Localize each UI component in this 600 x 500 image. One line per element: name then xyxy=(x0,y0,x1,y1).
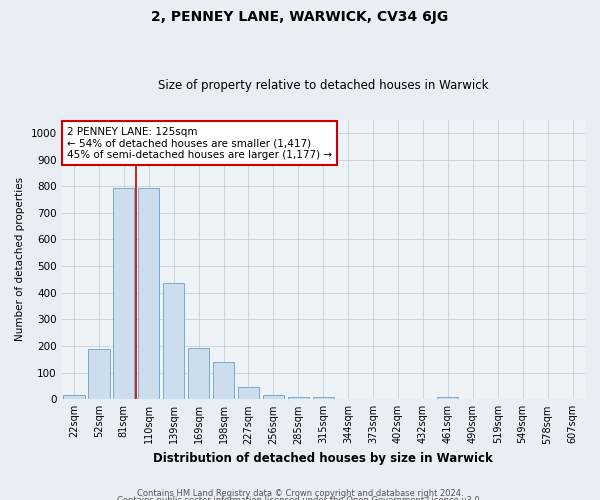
Bar xyxy=(238,386,259,400)
Y-axis label: Number of detached properties: Number of detached properties xyxy=(15,178,25,342)
Text: Contains public sector information licensed under the Open Government Licence v3: Contains public sector information licen… xyxy=(118,496,482,500)
Bar xyxy=(263,396,284,400)
Bar xyxy=(213,362,234,400)
Bar xyxy=(188,348,209,400)
Bar xyxy=(313,396,334,400)
Bar xyxy=(88,348,110,400)
Text: 2 PENNEY LANE: 125sqm
← 54% of detached houses are smaller (1,417)
45% of semi-d: 2 PENNEY LANE: 125sqm ← 54% of detached … xyxy=(67,126,332,160)
Text: Contains HM Land Registry data © Crown copyright and database right 2024.: Contains HM Land Registry data © Crown c… xyxy=(137,488,463,498)
Bar xyxy=(163,283,184,400)
Bar xyxy=(113,188,134,400)
Bar xyxy=(437,397,458,400)
X-axis label: Distribution of detached houses by size in Warwick: Distribution of detached houses by size … xyxy=(154,452,493,465)
Bar xyxy=(64,394,85,400)
Bar xyxy=(288,396,309,400)
Bar xyxy=(138,188,160,400)
Title: Size of property relative to detached houses in Warwick: Size of property relative to detached ho… xyxy=(158,79,488,92)
Text: 2, PENNEY LANE, WARWICK, CV34 6JG: 2, PENNEY LANE, WARWICK, CV34 6JG xyxy=(151,10,449,24)
